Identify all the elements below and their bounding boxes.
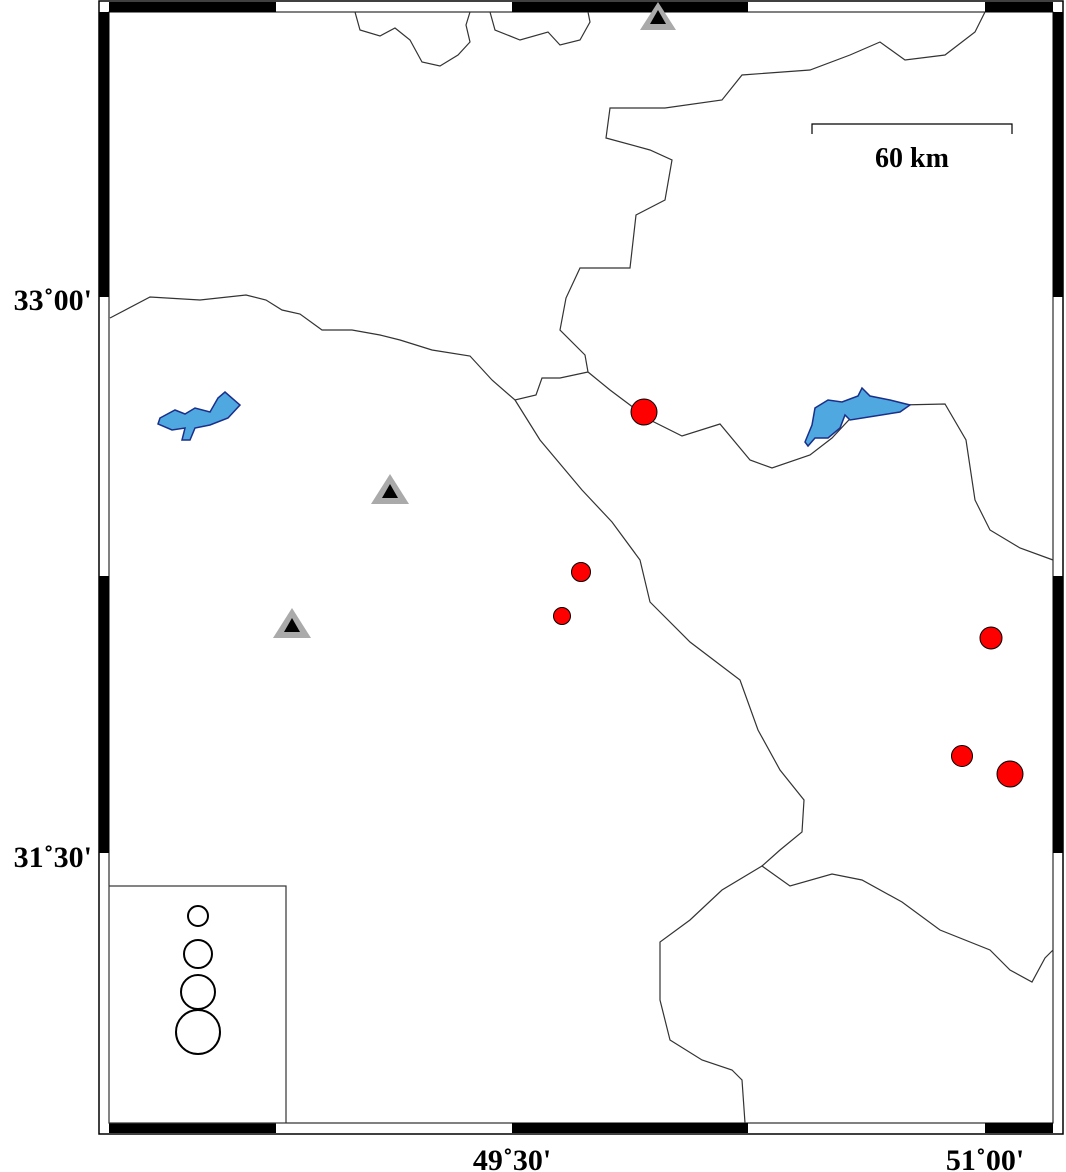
legend-circle — [183, 939, 213, 969]
lat-label: 33˚00' — [14, 284, 92, 317]
lon-label: 49˚30' — [473, 1144, 551, 1172]
scale-label: 60 km — [875, 143, 949, 174]
magnitude-legend — [108, 885, 287, 1124]
lake-east — [804, 386, 912, 448]
station-triangle-icon — [273, 608, 311, 638]
earthquake-marker — [979, 626, 1003, 650]
earthquake-marker — [571, 562, 591, 582]
lat-label: 31˚30' — [14, 841, 92, 874]
earthquake-marker — [996, 760, 1024, 788]
scale-bar: 60 km — [811, 123, 1013, 174]
lakes — [157, 386, 912, 448]
earthquake-marker — [951, 745, 973, 767]
station-triangle-icon — [640, 2, 676, 30]
seismic-stations — [273, 2, 676, 638]
earthquake-marker — [553, 607, 571, 625]
lon-label: 51˚00' — [946, 1144, 1024, 1172]
earthquake-marker — [630, 398, 658, 426]
legend-circle — [175, 1009, 221, 1055]
lake-west — [157, 391, 242, 441]
earthquakes — [553, 398, 1024, 788]
station-triangle-icon — [371, 474, 409, 504]
legend-circle — [187, 905, 209, 927]
